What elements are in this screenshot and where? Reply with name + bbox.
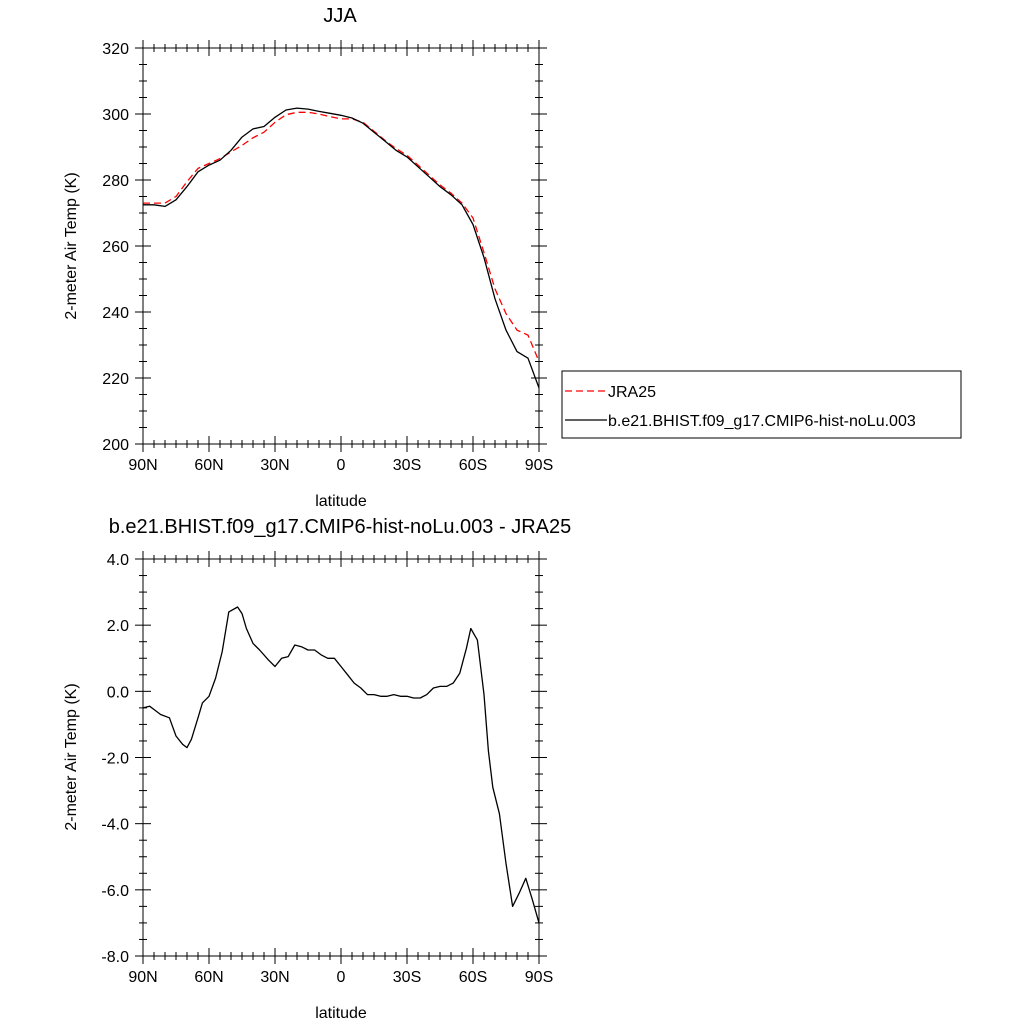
bottom-chart-title: b.e21.BHIST.f09_g17.CMIP6-hist-noLu.003 … xyxy=(109,516,571,538)
top-chart: JJA 90N 60N 30N 0 30S 60S 90S 200 220 240 260 280 3… xyxy=(63,5,553,510)
top-gridless-ticks xyxy=(135,40,547,452)
x-tick-label: 60N xyxy=(194,969,223,986)
x-tick-label: 30S xyxy=(393,969,421,986)
y-tick-label: 2.0 xyxy=(107,618,129,635)
x-tick-label: 0 xyxy=(337,969,346,986)
bottom-x-tick-labels: 90N 60N 30N 0 30S 60S 90S xyxy=(128,969,553,986)
series-line-b-e21-bhist-f09-g17-cmip6-hist-nolu-003 xyxy=(143,107,540,389)
x-tick-label: 90S xyxy=(525,457,553,474)
y-tick-label: 280 xyxy=(102,173,129,190)
top-y-tick-labels: 200 220 240 260 280 300 320 xyxy=(102,41,129,454)
top-x-axis-label: latitude xyxy=(315,493,367,510)
bottom-x-axis-label: latitude xyxy=(315,1005,367,1022)
y-tick-label: 0.0 xyxy=(107,684,129,701)
bottom-chart: b.e21.BHIST.f09_g17.CMIP6-hist-noLu.003 … xyxy=(63,516,571,1022)
y-tick-label: -6.0 xyxy=(101,883,129,900)
y-tick-label: 300 xyxy=(102,107,129,124)
series-line-jra25 xyxy=(143,111,540,362)
bottom-y-axis-label: 2-meter Air Temp (K) xyxy=(63,683,80,830)
legend-entry-jra25: JRA25 xyxy=(608,384,656,401)
top-y-axis-label: 2-meter Air Temp (K) xyxy=(63,172,80,319)
x-tick-label: 30S xyxy=(393,457,421,474)
y-tick-label: 200 xyxy=(102,437,129,454)
legend-entry-model: b.e21.BHIST.f09_g17.CMIP6-hist-noLu.003 xyxy=(608,413,916,430)
y-tick-label: 320 xyxy=(102,41,129,58)
x-tick-label: 0 xyxy=(337,457,346,474)
y-tick-label: 260 xyxy=(102,239,129,256)
y-tick-label: 240 xyxy=(102,305,129,322)
x-tick-label: 30N xyxy=(260,457,289,474)
series-line-difference xyxy=(142,606,540,924)
x-tick-label: 30N xyxy=(260,969,289,986)
x-tick-label: 60N xyxy=(194,457,223,474)
y-tick-label: 4.0 xyxy=(107,552,129,569)
y-tick-label: -2.0 xyxy=(101,751,129,768)
x-tick-label: 60S xyxy=(459,457,487,474)
x-tick-label: 90N xyxy=(128,457,157,474)
top-chart-title: JJA xyxy=(323,5,357,27)
x-tick-label: 90N xyxy=(128,969,157,986)
top-x-tick-labels: 90N 60N 30N 0 30S 60S 90S xyxy=(128,457,553,474)
legend-box xyxy=(561,370,962,439)
y-tick-label: -8.0 xyxy=(101,949,129,966)
x-tick-label: 60S xyxy=(459,969,487,986)
bottom-y-tick-labels: -8.0 -6.0 -4.0 -2.0 0.0 2.0 4.0 xyxy=(101,552,129,966)
bottom-ticks xyxy=(135,551,547,964)
bottom-plot-area xyxy=(142,606,540,924)
top-plot-frame xyxy=(142,47,540,445)
x-tick-label: 90S xyxy=(525,969,553,986)
y-tick-label: -4.0 xyxy=(101,817,129,834)
y-tick-label: 220 xyxy=(102,371,129,388)
bottom-plot-frame xyxy=(142,558,540,957)
legend: JRA25 b.e21.BHIST.f09_g17.CMIP6-hist-noL… xyxy=(561,370,962,439)
top-plot-area xyxy=(143,107,540,389)
